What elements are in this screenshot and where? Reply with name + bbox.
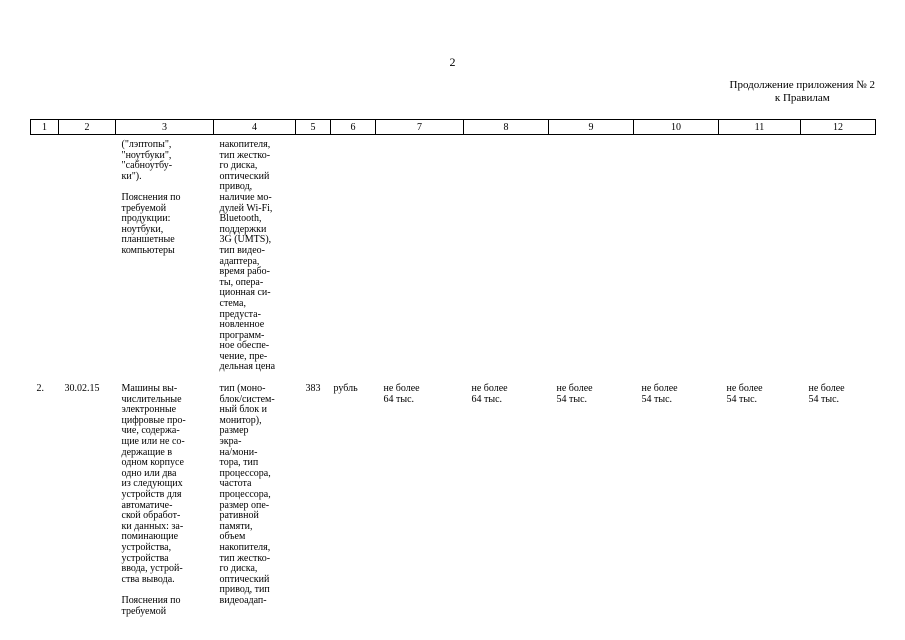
table-cell-unit: рубль (333, 383, 358, 395)
table-cell-price-limit: не более 54 тыс. (641, 383, 678, 405)
table-cell (59, 135, 116, 380)
table-row-item-2: 2. 30.02.15 Машины вы- числительные элек… (31, 379, 876, 623)
table-cell-price-limit: не более 54 тыс. (556, 383, 593, 405)
table-cell-row-number: 2. (36, 383, 45, 395)
column-number-cell: 3 (115, 119, 214, 135)
table-cell-price-limit: не более 54 тыс. (726, 383, 763, 405)
table-cell-unit-code: 383 (305, 383, 321, 395)
table-row-continuation: ("лэптопы", "ноутбуки", "сабноутбу- ки")… (31, 135, 876, 380)
table-cell: накопителя, тип жестко- го диска, оптиче… (219, 139, 276, 373)
table-cell (376, 135, 464, 380)
column-number-cell: 6 (330, 119, 376, 135)
table-cell (296, 135, 331, 380)
continuation-note-line2: к Правилам (774, 92, 830, 104)
table-cell-characteristics: тип (моно- блок/систем- ный блок и монит… (219, 383, 275, 606)
table-cell (31, 135, 59, 380)
continuation-note-line1: Продолжение приложения № 2 (729, 79, 875, 91)
table-cell-description: Машины вы- числительные электронные цифр… (121, 383, 186, 617)
table-cell-code: 30.02.15 (64, 383, 100, 395)
column-number-cell: 12 (800, 119, 876, 135)
table-cell-price-limit: не более 54 тыс. (808, 383, 845, 405)
column-number-cell: 4 (213, 119, 296, 135)
column-number-row: 1 2 3 4 5 6 7 8 9 10 11 12 (30, 119, 876, 135)
table-cell (464, 135, 549, 380)
table-cell (549, 135, 634, 380)
rules-table: 1 2 3 4 5 6 7 8 9 10 11 12 (30, 119, 876, 623)
column-number-cell: 11 (718, 119, 801, 135)
page-number: 2 (449, 55, 456, 69)
table-cell-price-limit: не более 64 тыс. (383, 383, 420, 405)
table-cell: ("лэптопы", "ноутбуки", "сабноутбу- ки")… (121, 139, 181, 256)
table-cell (634, 135, 719, 380)
column-number-cell: 7 (375, 119, 464, 135)
column-number-cell: 1 (30, 119, 59, 135)
table-cell (719, 135, 801, 380)
column-number-cell: 8 (463, 119, 549, 135)
column-number-cell: 10 (633, 119, 719, 135)
table-container: 1 2 3 4 5 6 7 8 9 10 11 12 (30, 119, 876, 623)
column-number-cell: 5 (295, 119, 331, 135)
column-number-cell: 2 (58, 119, 116, 135)
continuation-note: Продолжение приложения № 2 к Правилам (730, 79, 875, 105)
table-cell (331, 135, 376, 380)
table-cell-price-limit: не более 64 тыс. (471, 383, 508, 405)
column-number-cell: 9 (548, 119, 634, 135)
table-cell (801, 135, 876, 380)
